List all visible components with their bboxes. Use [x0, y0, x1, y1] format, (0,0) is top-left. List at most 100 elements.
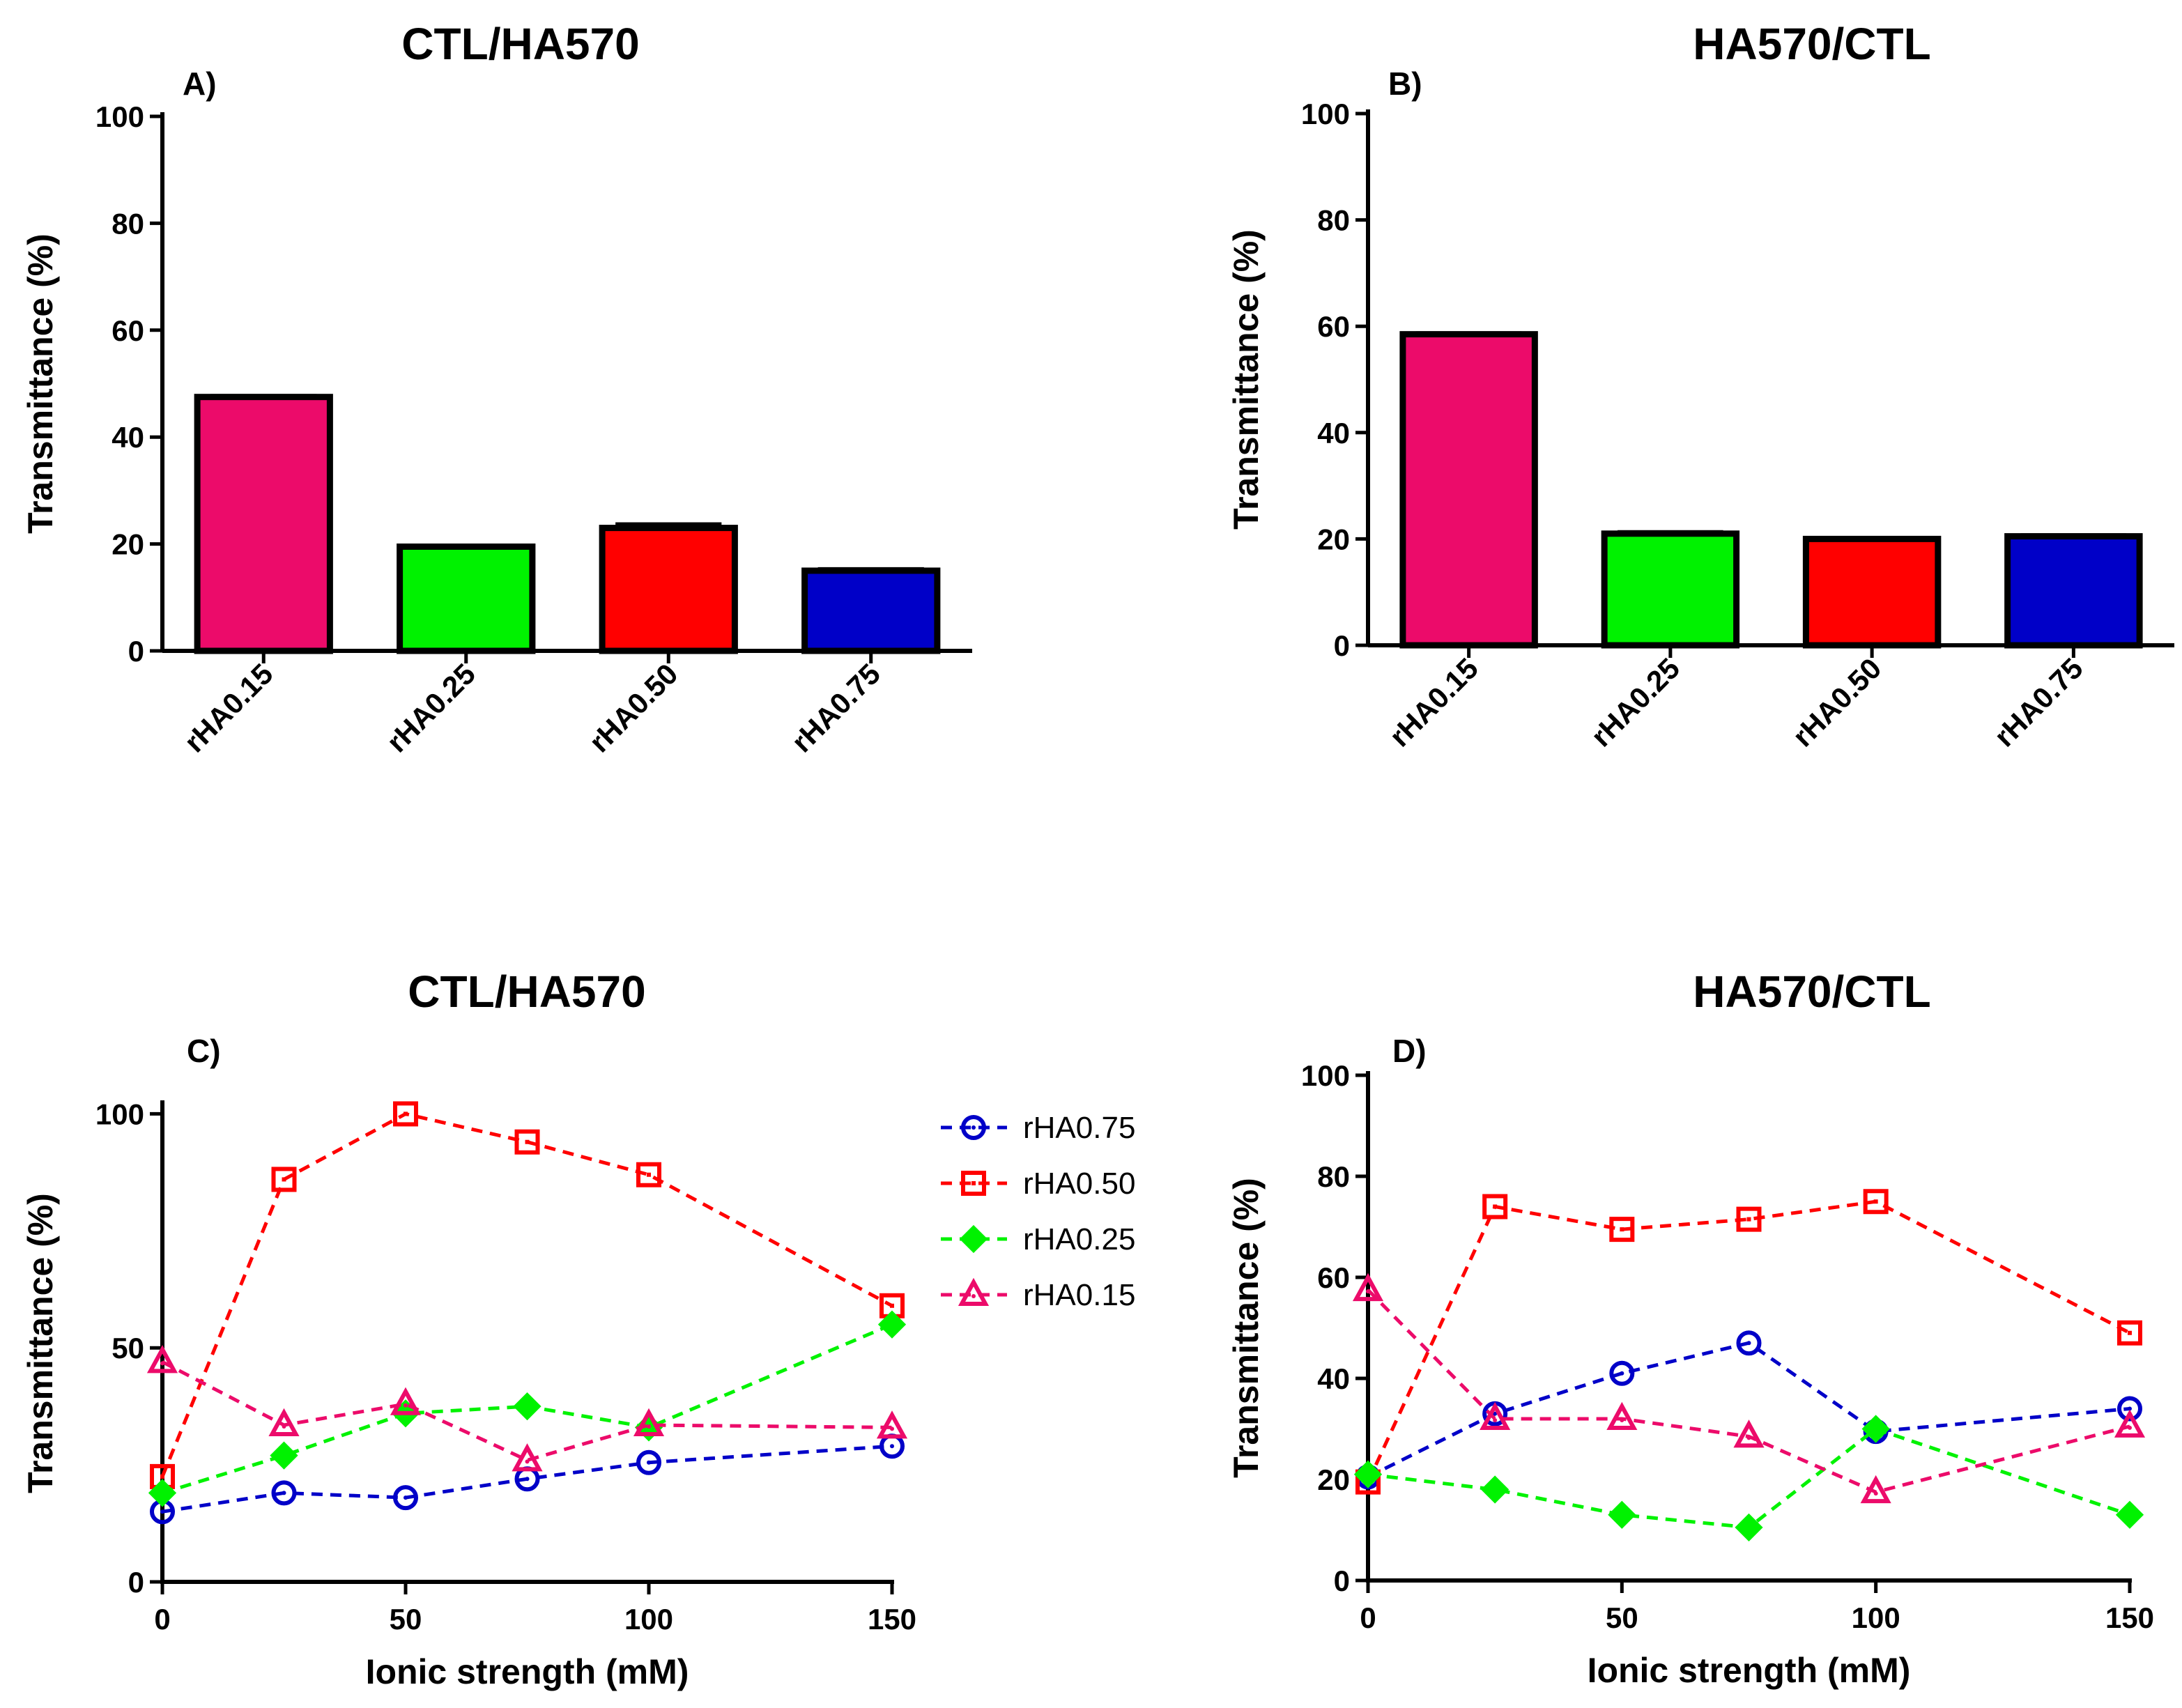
panel-c-series-rHA0-75-marker — [636, 1449, 661, 1475]
panel-a-y-tick-label: 0 — [128, 635, 144, 668]
panel-c-legend-marker-dot — [971, 1294, 976, 1298]
panel-c-series-rHA0-15-marker-dot — [647, 1424, 651, 1429]
panel-d-series-rHA0-75-marker-dot — [1746, 1341, 1751, 1346]
panel-c-legend-marker — [959, 1224, 988, 1254]
panel-c-x-axis-label: Ionic strength (mM) — [366, 1652, 689, 1691]
panel-b-bar-rHA0-50 — [1802, 535, 1942, 649]
panel-c-series-rHA0-25-marker — [270, 1441, 298, 1470]
panel-a-label: A) — [183, 66, 217, 102]
panel-b-y-tick-label: 0 — [1334, 629, 1350, 662]
panel-c-series-rHA0-75-marker — [393, 1485, 418, 1511]
panel-d-series-rHA0-75-marker — [2117, 1396, 2142, 1422]
panel-b-y-tick-label: 20 — [1317, 523, 1350, 555]
panel-c-series-rHA0-15-marker — [512, 1443, 543, 1472]
panel-c-legend-label: rHA0.75 — [1023, 1111, 1135, 1145]
panel-b-y-axis-label: Transmittance (%) — [1227, 229, 1266, 530]
panel-d-series-rHA0-50-marker — [1609, 1217, 1635, 1242]
panel-c-series-rHA0-15-marker-dot — [404, 1403, 408, 1408]
panel-c-legend-label: rHA0.15 — [1023, 1278, 1135, 1312]
panel-c-series-rHA0-25-marker — [877, 1310, 907, 1339]
panel-b-y-tick-label: 100 — [1301, 98, 1350, 130]
panel-c-legend-marker — [961, 1115, 986, 1140]
panel-a-y-tick-label: 80 — [112, 207, 144, 240]
panel-b-bar-rHA0-15 — [1399, 331, 1538, 649]
panel-d-series-rHA0-25-marker — [1608, 1500, 1636, 1529]
panel-c-series-rHA0-75-marker-dot — [282, 1491, 286, 1495]
panel-c-series-rHA0-25-marker — [513, 1392, 541, 1421]
panel-a-y-tick-label: 60 — [112, 314, 144, 347]
panel-d-series-rHA0-25-marker — [1353, 1460, 1383, 1488]
panel-b-title: HA570/CTL — [1693, 19, 1930, 69]
panel-d-series-rHA0-50-marker-dot — [1493, 1204, 1498, 1209]
panel-c-series-rHA0-75-line — [162, 1444, 893, 1514]
panel-c: CTL/HA570 C) 0 50 100 Transmittance (%) 0 50 1… — [21, 967, 1135, 1691]
panel-a: CTL/HA570 A) 0 20 40 60 80 100 Transmittance (… — [21, 19, 972, 759]
panel-a-title: CTL/HA570 — [401, 19, 639, 69]
panel-b-x-tick-label: rHA0.75 — [1988, 652, 2089, 753]
panel-d-y-tick-label: 60 — [1317, 1261, 1350, 1294]
panel-c-series-rHA0-75-marker-dot — [160, 1509, 164, 1514]
panel-d: HA570/CTL D) 0 20 40 60 80 100 Transmittance (… — [1227, 967, 2154, 1690]
panel-c-legend-marker — [958, 1277, 990, 1306]
panel-c-legend-marker-dot — [971, 1181, 976, 1185]
panel-c-series-rHA0-15-marker-dot — [160, 1361, 164, 1366]
panel-d-series-rHA0-25-line — [1367, 1426, 2130, 1530]
panel-d-series-rHA0-75-marker — [1736, 1330, 1762, 1356]
panel-c-legend-marker-dot — [971, 1125, 976, 1130]
panel-c-series-rHA0-75-marker-dot — [525, 1477, 530, 1482]
panel-c-series-rHA0-15-marker-dot — [282, 1424, 286, 1429]
panel-c-legend-label: rHA0.50 — [1023, 1167, 1135, 1201]
panel-d-x-tick-label: 50 — [1606, 1601, 1638, 1634]
panel-c-series-rHA0-75-marker-dot — [647, 1460, 651, 1465]
panel-d-x-tick-label: 100 — [1852, 1601, 1900, 1634]
panel-c-series-rHA0-50-marker — [393, 1101, 418, 1127]
panel-d-series-rHA0-15-marker — [1733, 1420, 1765, 1448]
panel-d-series-rHA0-15-marker-dot — [2128, 1425, 2132, 1430]
panel-d-series-rHA0-15-marker — [1606, 1401, 1638, 1430]
panel-c-series-rHA0-15-marker-dot — [890, 1426, 894, 1431]
panel-b-bar-rHA0-75 — [2004, 533, 2143, 649]
panel-c-legend-marker — [961, 1171, 986, 1196]
panel-d-series-rHA0-75-line — [1367, 1341, 2130, 1479]
panel-c-series-rHA0-75-marker — [271, 1480, 297, 1506]
panel-c-series-rHA0-50-marker — [636, 1162, 661, 1187]
panel-c-series-rHA0-15-line — [161, 1360, 893, 1463]
panel-a-x-tick-label: rHA0.75 — [785, 657, 886, 758]
panel-c-series-rHA0-50-marker-dot — [647, 1172, 651, 1177]
panel-c-y-axis-label: Transmittance (%) — [21, 1193, 60, 1493]
panel-d-series-rHA0-15-marker — [1860, 1475, 1891, 1504]
panel-d-series-rHA0-75-marker-dot — [1620, 1371, 1624, 1376]
panel-c-series-rHA0-15-marker — [146, 1345, 178, 1374]
panel-a-x-tick-label: rHA0.15 — [178, 657, 279, 758]
panel-b: HA570/CTL B) 0 20 40 60 80 100 Transmittance (… — [1227, 19, 2174, 753]
panel-a-x-tick-label: rHA0.50 — [583, 657, 684, 758]
panel-c-x-tick-label: 100 — [624, 1603, 673, 1636]
panel-d-series-rHA0-75-marker — [1609, 1360, 1635, 1386]
panel-c-y-tick-label: 0 — [128, 1566, 144, 1599]
panel-d-series-rHA0-75-marker-dot — [1493, 1411, 1498, 1416]
panel-c-y-tick-label: 50 — [112, 1332, 144, 1364]
panel-b-y-tick-label: 80 — [1317, 204, 1350, 237]
panel-a-bar-rHA0-15 — [194, 394, 333, 654]
panel-d-series-rHA0-50-marker — [1482, 1194, 1508, 1220]
panel-d-y-tick-label: 20 — [1317, 1463, 1350, 1496]
panel-d-series-rHA0-50-marker — [1736, 1206, 1762, 1232]
panel-c-series-rHA0-50-marker-dot — [160, 1474, 164, 1479]
panel-c-series-rHA0-25-marker — [148, 1479, 177, 1507]
panel-d-series-rHA0-15-marker — [2114, 1409, 2146, 1438]
panel-c-series-rHA0-75-marker-dot — [404, 1495, 408, 1500]
panel-d-series-rHA0-50-line — [1366, 1199, 2131, 1483]
panel-d-y-tick-label: 0 — [1334, 1564, 1350, 1597]
panel-d-series-rHA0-15-line — [1367, 1288, 2130, 1494]
panel-c-series-rHA0-50-marker-dot — [282, 1177, 286, 1182]
panel-d-y-tick-label: 100 — [1301, 1059, 1350, 1092]
panel-d-x-tick-label: 0 — [1360, 1601, 1376, 1634]
panel-d-y-axis-label: Transmittance (%) — [1227, 1178, 1266, 1478]
panel-a-y-tick-label: 40 — [112, 421, 144, 454]
panel-c-series-rHA0-50-line — [160, 1111, 893, 1477]
panel-d-series-rHA0-15-marker — [1480, 1401, 1511, 1430]
panel-c-series-rHA0-15-marker — [876, 1410, 908, 1439]
panel-b-y-tick-label: 60 — [1317, 310, 1350, 343]
panel-c-label: C) — [187, 1033, 221, 1069]
